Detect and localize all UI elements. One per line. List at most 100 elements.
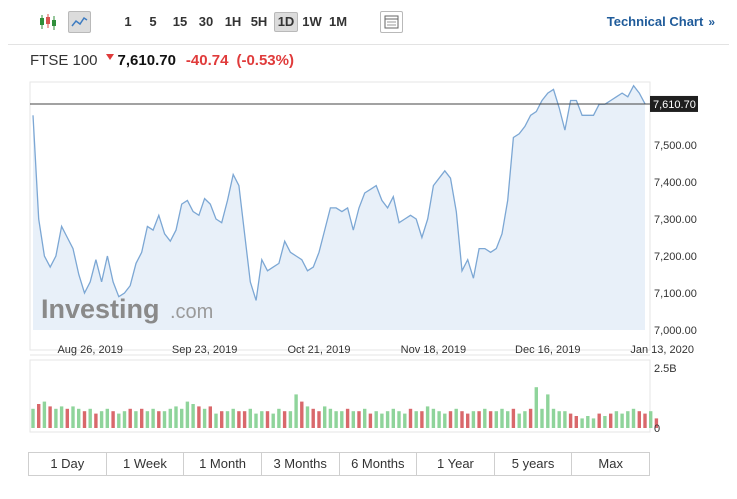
range-1-year[interactable]: 1 Year [417, 453, 495, 475]
volume-bar [242, 411, 247, 428]
time-range-selector: 1 Day 1 Week 1 Month 3 Months 6 Months 1 Year… [28, 452, 650, 476]
volume-bar [649, 411, 653, 428]
price-tick-label: 7,500.00 [654, 140, 697, 152]
volume-bar [231, 408, 235, 428]
volume-bar [420, 411, 424, 428]
range-1-month[interactable]: 1 Month [184, 453, 262, 475]
volume-bar [385, 411, 390, 428]
technical-chart-link[interactable]: Technical Chart » [607, 14, 715, 29]
double-chevron-right-icon: » [708, 15, 715, 29]
volume-bar [300, 401, 304, 428]
interval-5h[interactable]: 5H [250, 14, 268, 29]
volume-bar [305, 406, 310, 428]
volume-bar [368, 413, 373, 428]
volume-bar [345, 408, 350, 428]
volume-bar [134, 411, 138, 428]
volume-bar [471, 411, 476, 428]
range-1-week[interactable]: 1 Week [107, 453, 185, 475]
volume-bar [220, 411, 224, 428]
interval-30[interactable]: 30 [198, 14, 214, 29]
volume-bar [151, 408, 155, 428]
volume-bar [586, 416, 590, 428]
volume-bar [580, 418, 584, 428]
plot-border [29, 81, 651, 351]
range-6-months[interactable]: 6 Months [340, 453, 418, 475]
last-price-tag [650, 95, 698, 112]
interval-1h[interactable]: 1H [224, 14, 242, 29]
volume-bar [614, 411, 619, 428]
volume-bar [534, 387, 538, 428]
volume-bar [208, 406, 212, 428]
logo-bold-text: Investing [41, 294, 160, 324]
price-area [33, 85, 645, 330]
volume-bar [397, 411, 401, 428]
volume-bar [357, 411, 361, 428]
price-chart[interactable]: Investing .com 7,610.70 7,000.00 7,100.00… [8, 0, 729, 445]
volume-bar [323, 406, 327, 428]
volume-bar [477, 411, 481, 428]
volume-bar [37, 404, 41, 428]
interval-15[interactable]: 15 [172, 14, 188, 29]
volume-bar [460, 411, 464, 428]
price-line [32, 84, 646, 301]
interval-1d[interactable]: 1D [274, 12, 298, 32]
interval-1m[interactable]: 1M [328, 14, 348, 29]
volume-bar [597, 413, 601, 428]
down-arrow-icon [105, 54, 114, 60]
date-tick-label: Nov 18, 2019 [401, 344, 466, 356]
volume-bar [277, 408, 281, 428]
volume-bar [197, 406, 201, 428]
volume-bar [117, 413, 121, 428]
technical-chart-label: Technical Chart [606, 14, 704, 29]
volume-bar [334, 411, 338, 428]
date-axis: Aug 26, 2019 Sep 23, 2019 Oct 21, 2019 Nov … [57, 344, 694, 356]
volume-bar [568, 413, 573, 428]
volume-bar [214, 413, 218, 428]
investing-logo: Investing .com [41, 294, 213, 324]
volume-bar [31, 408, 35, 428]
volume-bar [654, 418, 659, 428]
volume-bar [380, 413, 384, 428]
volume-bar [523, 411, 527, 428]
range-3-months[interactable]: 3 Months [262, 453, 340, 475]
volume-bar [391, 408, 395, 428]
volume-bar [317, 411, 321, 428]
area-chart-icon[interactable] [68, 11, 91, 33]
volume-bar [248, 408, 252, 428]
range-max[interactable]: Max [598, 456, 623, 471]
volume-bar [157, 411, 161, 428]
volume-bar [202, 408, 207, 428]
settings-panel-icon[interactable] [380, 11, 403, 33]
price-tick-label: 7,400.00 [654, 177, 697, 189]
volume-bar [454, 408, 458, 428]
volume-bar [363, 408, 367, 428]
volume-bar [237, 411, 241, 428]
date-tick-label: Sep 23, 2019 [172, 344, 237, 356]
volume-bar [48, 406, 52, 428]
price-tick-label: 7,300.00 [654, 214, 697, 226]
candlestick-icon[interactable] [37, 11, 59, 33]
range-1-day[interactable]: 1 Day [29, 453, 107, 475]
volume-bar [488, 411, 493, 428]
range-5-years[interactable]: 5 years [495, 453, 573, 475]
interval-1[interactable]: 1 [124, 14, 132, 29]
chart-toolbar: 1 5 15 30 1H 5H 1D 1W 1M Technical Chart» [8, 0, 729, 45]
volume-bar [282, 411, 287, 428]
date-tick-label: Oct 21, 2019 [287, 344, 350, 356]
volume-bar [563, 411, 567, 428]
volume-bar [191, 404, 195, 428]
volume-bar [82, 411, 87, 428]
date-tick-label: Jan 13, 2020 [630, 344, 694, 356]
volume-bar [574, 416, 578, 428]
volume-axis: 0 2.5B [654, 363, 677, 435]
interval-5[interactable]: 5 [149, 14, 157, 29]
chart-widget: 1 5 15 30 1H 5H 1D 1W 1M Technical Chart» FTSE 1… [8, 0, 729, 499]
volume-bar [94, 413, 98, 428]
volume-bar [168, 408, 172, 428]
volume-bar [254, 413, 258, 428]
volume-bar [311, 408, 315, 428]
volume-bar [631, 408, 636, 428]
volume-bar [71, 406, 75, 428]
volume-bar [466, 413, 470, 428]
interval-1w[interactable]: 1W [302, 14, 322, 29]
